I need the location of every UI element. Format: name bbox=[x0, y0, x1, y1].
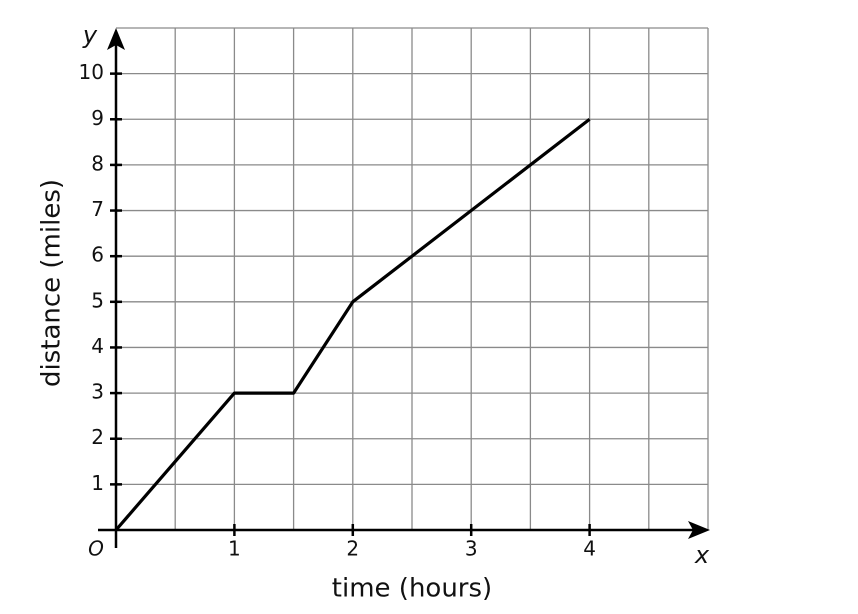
x-tick-label: 2 bbox=[346, 537, 359, 561]
data-line bbox=[114, 118, 591, 532]
y-tick-label: 5 bbox=[91, 288, 104, 312]
y-tick-label: 9 bbox=[91, 106, 104, 130]
y-tick-label: 10 bbox=[79, 60, 104, 84]
y-axis-arrow bbox=[107, 28, 125, 50]
y-tick-label: 3 bbox=[91, 380, 104, 404]
x-axis-letter: x bbox=[694, 541, 710, 569]
y-tick-label: 6 bbox=[91, 243, 104, 267]
y-tick-label: 7 bbox=[91, 197, 104, 221]
y-axis-label: distance (miles) bbox=[37, 179, 67, 387]
x-tick-label: 4 bbox=[583, 537, 596, 561]
y-tick-label: 4 bbox=[91, 334, 104, 358]
x-axis-label: time (hours) bbox=[332, 574, 492, 604]
y-axis-letter: y bbox=[82, 21, 98, 49]
origin-label: O bbox=[88, 537, 104, 561]
x-tick-label: 3 bbox=[465, 537, 478, 561]
x-axis-arrow bbox=[688, 521, 710, 539]
x-tick-label: 1 bbox=[228, 537, 241, 561]
y-tick-label: 1 bbox=[91, 471, 104, 495]
y-tick-label: 8 bbox=[91, 151, 104, 175]
y-tick-label: 2 bbox=[91, 425, 104, 449]
